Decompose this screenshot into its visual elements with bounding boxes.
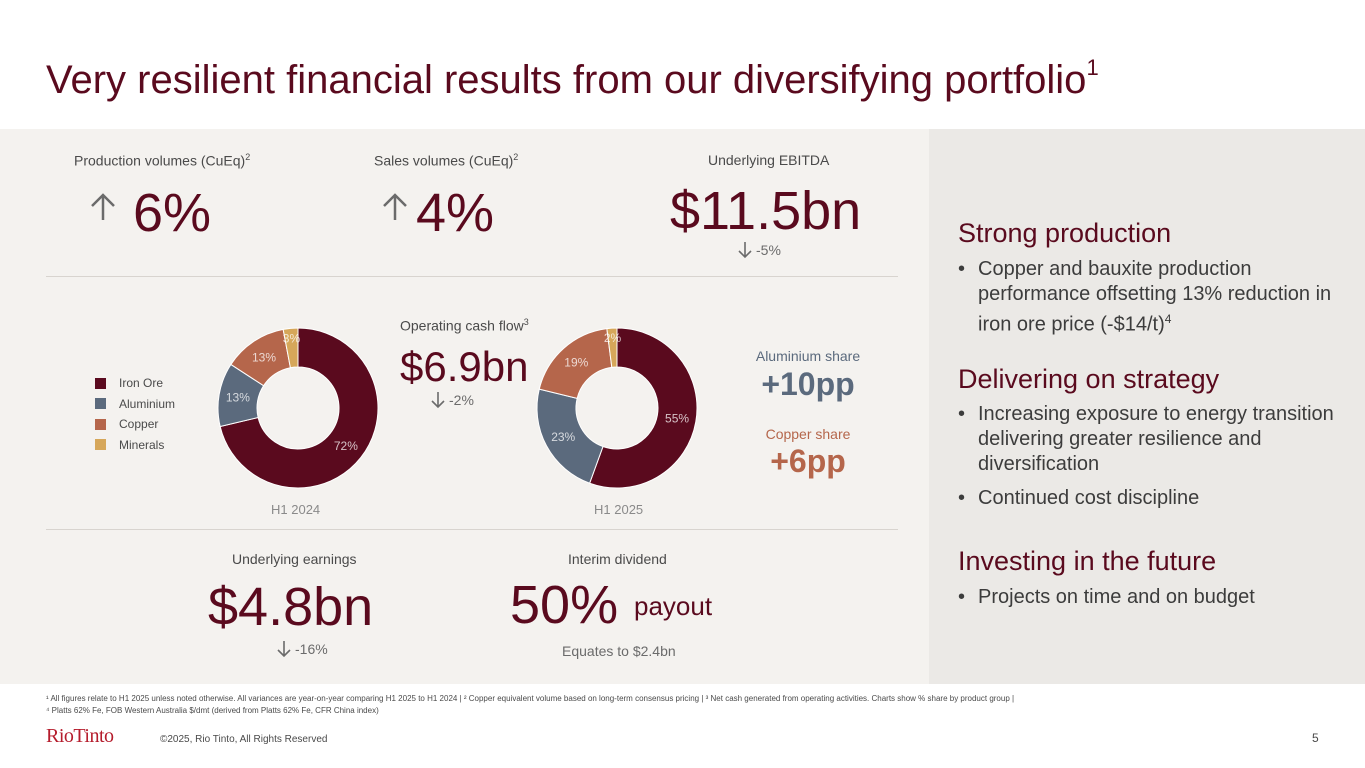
donut-data-label: 13% [252, 350, 276, 364]
ebitda-change: -5% [737, 241, 781, 259]
donut-data-label: 2% [604, 331, 622, 345]
aluminium-share-label: Aluminium share [755, 348, 861, 364]
copper-share-label: Copper share [765, 426, 851, 442]
donut-data-label: 13% [226, 391, 250, 405]
bullet-cost-discipline: • Continued cost discipline [958, 487, 1200, 509]
heading-strong-production: Strong production [958, 218, 1172, 248]
donut-data-label: 3% [283, 331, 301, 345]
ebitda-value: $11.5bn [670, 181, 862, 241]
cashflow-label: Operating cash flow3 [400, 317, 529, 334]
cashflow-value: $6.9bn [400, 343, 529, 390]
bullet-energy-transition: • Increasing exposure to energy transitio… [958, 403, 1334, 475]
copyright: ©2025, Rio Tinto, All Rights Reserved [160, 734, 328, 745]
chart-legend: Iron Ore Aluminium Copper Minerals [95, 373, 175, 455]
page-title: Very resilient financial results from ou… [46, 54, 1099, 102]
dividend-note: Equates to $2.4bn [562, 643, 676, 659]
legend-swatch [95, 418, 106, 430]
dividend-suffix: payout [634, 591, 713, 621]
bullet-projects: • Projects on time and on budget [958, 586, 1255, 608]
donut-data-label: 19% [564, 356, 588, 370]
legend-item-minerals: Minerals [95, 435, 175, 456]
sales-volumes-value: 4% [416, 183, 495, 243]
donut-data-label: 72% [334, 439, 358, 453]
donut-data-label: 23% [551, 430, 575, 444]
earnings-value: $4.8bn [208, 577, 374, 637]
copper-share-value: +6pp [770, 443, 846, 479]
earnings-change: -16% [276, 640, 328, 658]
sales-volumes-label: Sales volumes (CuEq)2 [374, 152, 519, 169]
footnote-2: ⁴ Platts 62% Fe, FOB Western Australia $… [46, 706, 379, 715]
aluminium-share-value: +10pp [761, 366, 855, 402]
footnote-1: ¹ All figures relate to H1 2025 unless n… [46, 694, 1015, 703]
arrow-down-icon [738, 242, 752, 259]
ebitda-label: Underlying EBITDA [708, 152, 830, 168]
earnings-label: Underlying earnings [232, 551, 357, 567]
legend-swatch [95, 439, 106, 451]
donut-slice-iron-ore [588, 327, 698, 489]
donut-caption-h1-2025: H1 2025 [594, 502, 644, 517]
legend-item-copper: Copper [95, 414, 175, 435]
bullet-production: • Copper and bauxite production performan… [958, 258, 1332, 336]
arrow-up-icon [91, 193, 115, 220]
heading-investing-future: Investing in the future [958, 546, 1217, 576]
arrow-down-icon [277, 641, 291, 658]
donut-chart-h1-2024: 72% 13% 13% 3% [217, 327, 379, 489]
donut-slice-iron-ore [219, 327, 379, 489]
highlights-panel [929, 129, 1365, 684]
heading-delivering-strategy: Delivering on strategy [958, 364, 1220, 394]
results-panel [0, 129, 929, 684]
cashflow-change: -2% [430, 391, 474, 409]
rio-tinto-logo: RioTinto [46, 725, 114, 747]
donut-slice-minerals [606, 327, 618, 368]
legend-item-aluminium: Aluminium [95, 394, 175, 415]
legend-swatch [95, 377, 106, 389]
donut-data-label: 55% [665, 412, 689, 426]
arrow-up-icon [383, 193, 407, 220]
legend-item-iron-ore: Iron Ore [95, 373, 175, 394]
production-volumes-value: 6% [133, 183, 212, 243]
dividend-label: Interim dividend [568, 551, 667, 567]
donut-slice-minerals [282, 327, 299, 369]
donut-chart-h1-2025: 55% 23% 19% 2% [536, 327, 698, 489]
dividend-value: 50% [510, 575, 619, 635]
arrow-down-icon [431, 392, 445, 409]
divider [46, 276, 898, 277]
donut-caption-h1-2024: H1 2024 [271, 502, 321, 517]
production-volumes-label: Production volumes (CuEq)2 [74, 152, 251, 169]
page-number: 5 [1312, 731, 1319, 745]
legend-swatch [95, 398, 106, 410]
divider [46, 529, 898, 530]
